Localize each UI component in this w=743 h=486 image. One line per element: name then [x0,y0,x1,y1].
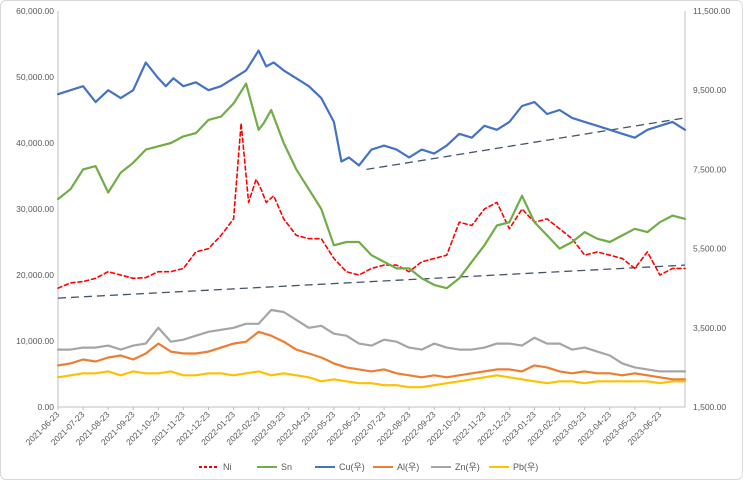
trendline [366,117,686,171]
right-tick-label: 7,500.00 [693,164,726,174]
legend-label: Al(우) [397,462,419,472]
legend: Ni Sn Cu(우) Al(우) Zn(우) Pb(우) [199,462,538,472]
series-line [56,49,687,167]
series-line [56,308,687,373]
legend-label: Ni [223,462,232,472]
left-tick-label: 10,000.00 [16,336,54,346]
right-tick-label: 11,500.00 [693,6,730,16]
legend-label: Sn [281,462,292,472]
left-tick-label: 30,000.00 [16,204,54,214]
right-tick-label: 5,500.00 [693,244,726,254]
right-tick-label: 9,500.00 [693,85,726,95]
legend-label: Pb(우) [513,462,538,472]
trendlines [57,117,686,299]
series-lines [56,49,687,389]
right-tick-label: 1,500.00 [693,402,726,412]
series-line [56,82,687,290]
left-tick-label: 0.00 [37,402,54,412]
legend-label: Zn(우) [455,462,480,472]
series-line [56,370,687,389]
right-tick-label: 3,500.00 [693,323,726,333]
left-tick-label: 20,000.00 [16,270,54,280]
series-line [56,330,687,381]
left-tick-label: 60,000.00 [16,6,54,16]
left-tick-label: 40,000.00 [16,138,54,148]
legend-label: Cu(우) [339,462,365,472]
trendline [57,264,686,299]
left-tick-label: 50,000.00 [16,72,54,82]
